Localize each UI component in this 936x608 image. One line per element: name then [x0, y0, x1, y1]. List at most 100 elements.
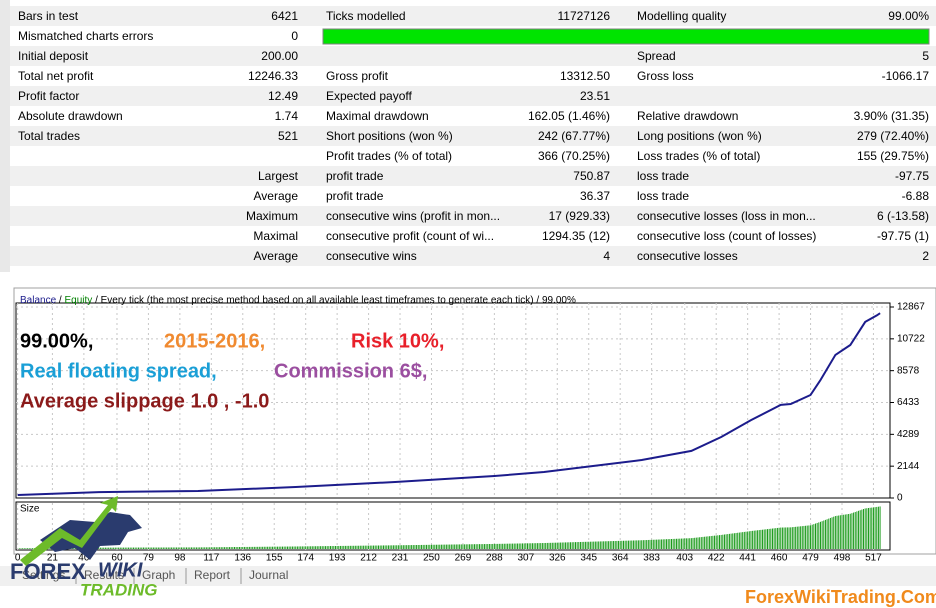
report-value: 242 (67.77%)	[538, 129, 610, 143]
report-row	[10, 186, 936, 206]
y-tick-label: 4289	[897, 429, 920, 440]
report-value: 750.87	[573, 169, 610, 183]
left-strip	[0, 0, 10, 272]
logo-text: FOREX	[10, 559, 86, 584]
report-value: 155 (29.75%)	[857, 149, 929, 163]
watermark: ForexWikiTrading.Com	[745, 587, 936, 607]
report-value: 6 (-13.58)	[877, 209, 929, 223]
report-label: Spread	[637, 49, 676, 63]
report-value: 279 (72.40%)	[857, 129, 929, 143]
report-label: Short positions (won %)	[326, 129, 453, 143]
annotation: Commission 6$,	[274, 360, 427, 382]
report-value: -97.75 (1)	[877, 229, 929, 243]
x-tick-label: 117	[203, 553, 219, 564]
report-value: Average	[254, 189, 299, 203]
x-tick-label: 212	[360, 553, 377, 564]
report-value: 36.37	[580, 189, 610, 203]
report-row	[10, 146, 936, 166]
report-label: Absolute drawdown	[18, 109, 123, 123]
header-part: /	[59, 295, 62, 306]
report-value: 2	[922, 249, 929, 263]
report-row	[10, 46, 936, 66]
logo-text: WIKI	[98, 559, 143, 581]
report-value: 13312.50	[560, 69, 610, 83]
x-tick-label: 0	[15, 553, 21, 564]
tab[interactable]: Graph	[142, 568, 175, 582]
annotation: 2015-2016,	[164, 330, 265, 352]
report-value: 99.00%	[888, 9, 929, 23]
x-tick-label: 479	[802, 553, 819, 564]
report-label: Loss trades (% of total)	[637, 149, 760, 163]
header-part: Equity	[64, 295, 92, 306]
report-label: Total trades	[18, 129, 80, 143]
report-label: profit trade	[326, 189, 384, 203]
report-value: 11727126	[558, 9, 611, 23]
modelling-quality-bar	[322, 28, 930, 45]
x-tick-label: 498	[834, 553, 851, 564]
y-tick-label: 10722	[897, 333, 925, 344]
report-value: 162.05 (1.46%)	[528, 109, 610, 123]
logo-arrow	[20, 496, 118, 566]
x-tick-label: 403	[676, 553, 693, 564]
report-value: 17 (929.33)	[549, 209, 610, 223]
tab[interactable]: Settings	[22, 568, 65, 582]
report-label: Modelling quality	[637, 9, 726, 23]
x-tick-label: 40	[78, 553, 90, 564]
report-label: Total net profit	[18, 69, 94, 83]
y-tick-label: 0	[897, 493, 903, 504]
x-tick-label: 422	[708, 553, 725, 564]
tab[interactable]: Report	[194, 568, 231, 582]
x-tick-label: 231	[392, 553, 409, 564]
report-row	[10, 6, 936, 26]
report-label: Profit trades (% of total)	[326, 149, 452, 163]
report-row	[10, 166, 936, 186]
report-label: loss trade	[637, 189, 689, 203]
x-tick-label: 288	[486, 553, 503, 564]
x-tick-label: 326	[549, 553, 566, 564]
x-tick-label: 441	[739, 553, 756, 564]
report-row	[10, 86, 936, 106]
tab[interactable]: Journal	[249, 568, 288, 582]
report-row	[10, 106, 936, 126]
report-value: Average	[254, 249, 299, 263]
annotation: 99.00%,	[20, 330, 93, 352]
y-tick-label: 2144	[897, 461, 920, 472]
annotation: Average slippage 1.0 , -1.0	[20, 390, 269, 412]
header-part: Every tick (the most precise method base…	[101, 295, 534, 306]
report-value: Maximum	[246, 209, 298, 223]
report-label: consecutive wins	[326, 249, 417, 263]
x-tick-label: 21	[47, 553, 59, 564]
report-value: 0	[291, 29, 298, 43]
report-label: loss trade	[637, 169, 689, 183]
report-value: Largest	[258, 169, 299, 183]
x-tick-label: 364	[612, 553, 629, 564]
report-label: consecutive profit (count of wi...	[326, 229, 494, 243]
report-row	[10, 66, 936, 86]
report-value: 366 (70.25%)	[538, 149, 610, 163]
report-label: profit trade	[326, 169, 384, 183]
report-label: Maximal drawdown	[326, 109, 429, 123]
report-value: 3.90% (31.35)	[854, 109, 929, 123]
tab[interactable]: Results	[84, 568, 124, 582]
report-value: -97.75	[895, 169, 929, 183]
report-value: 12246.33	[248, 69, 298, 83]
report-row	[10, 226, 936, 246]
report-value: Maximal	[253, 229, 298, 243]
report-value: -1066.17	[882, 69, 930, 83]
x-tick-label: 383	[643, 553, 660, 564]
x-tick-label: 136	[234, 553, 251, 564]
y-tick-label: 6433	[897, 397, 920, 408]
x-tick-label: 307	[517, 553, 534, 564]
graph-header: Balance / Equity / Every tick (the most …	[20, 295, 576, 306]
report-label: Profit factor	[18, 89, 79, 103]
report-value: 1294.35 (12)	[542, 229, 610, 243]
report-label: consecutive loss (count of losses)	[637, 229, 816, 243]
x-tick-label: 193	[329, 553, 346, 564]
report-label: consecutive wins (profit in mon...	[326, 209, 500, 223]
x-tick-label: 345	[580, 553, 597, 564]
x-tick-label: 155	[266, 553, 283, 564]
report-row	[10, 206, 936, 226]
balance-line	[17, 312, 881, 496]
